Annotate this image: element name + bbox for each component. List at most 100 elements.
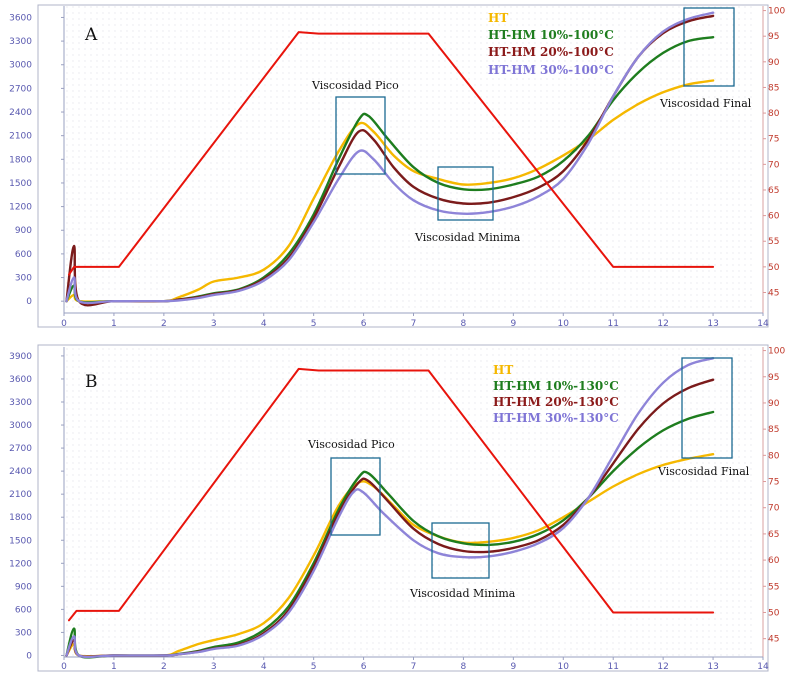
panel-a-ticks: 0 300 600 900 1200 1500 1 80 0 2100 2400 2700 3000 33… [9, 7, 785, 329]
panel-b-left-tick-label: 1200 [9, 559, 32, 569]
panel-a-x-tick-label: 1 [111, 319, 117, 329]
panel-b-left-tick-label: 2100 [9, 490, 32, 500]
panel-b-legend: HT HT-HM 10%-130°C HT-HM 20%-130°C HT-HM… [493, 363, 619, 425]
panel-b-min-box [431, 522, 490, 579]
panel-b-x-tick-label: 2 [161, 662, 167, 672]
panel-b-left-tick-label: 0 [26, 651, 32, 661]
panel-a: 0 300 600 900 1200 1500 1 80 0 2100 2400 2700 3000 33… [9, 4, 785, 329]
panel-a-left-tick-label: 2700 [9, 84, 32, 94]
panel-a-right-tick-label: 45 [768, 288, 779, 298]
panel-b-x-tick-label: 7 [411, 662, 417, 672]
panel-b-left-tick-label: 600 [15, 605, 32, 615]
panel-a-left-tick-label: 900 [15, 226, 32, 236]
panel-b-left-tick-label: 2700 [9, 444, 32, 454]
panel-a-x-tick-label: 14 [757, 319, 769, 329]
panel-a-left-tick-label: 300 [15, 274, 32, 284]
panel-b-right-tick-label: 90 [768, 399, 780, 409]
panel-b-plot-area [63, 347, 753, 657]
panel-b-x-tick-label: 11 [607, 662, 618, 672]
panel-a-legend-entry-3: HT-HM 20%-100°C [488, 45, 614, 59]
panel-a-x-tick-label: 12 [657, 319, 668, 329]
panel-b-legend-entry-1: HT [493, 363, 513, 377]
panel-a-legend-entry-2: HT-HM 10%-100°C [488, 28, 614, 42]
panel-a-series-temperature [68, 31, 715, 276]
panel-b-left-tick-label: 900 [15, 582, 32, 592]
panel-b-x-tick-label: 13 [707, 662, 718, 672]
panel-b-right-tick-label: 60 [768, 556, 780, 566]
panel-a-right-tick-label: 50 [768, 263, 780, 273]
panel-a-x-tick-label: 0 [61, 319, 67, 329]
panel-a-left-tick-label: 1500 [9, 179, 32, 189]
panel-a-right-tick-label: 65 [768, 186, 779, 196]
panel-b-x-tick-label: 4 [261, 662, 267, 672]
panel-a-x-tick-label: 5 [311, 319, 317, 329]
panel-a-right-tick-label: 55 [768, 237, 779, 247]
panel-a-series-ht-hm-30-100-c [65, 11, 715, 305]
panel-b-series-temperature [68, 367, 715, 622]
panel-a-final-label: Viscosidad Final [659, 97, 752, 110]
panel-a-x-tick-label: 8 [461, 319, 467, 329]
panel-b-legend-entry-2: HT-HM 10%-130°C [493, 379, 619, 393]
panel-a-letter: A [84, 25, 98, 45]
panel-b-right-tick-label: 75 [768, 478, 779, 488]
panel-a-legend-entry-1: HT [488, 11, 508, 25]
panel-a-min-label: Viscosidad Minima [414, 231, 521, 244]
panel-b-right-tick-label: 95 [768, 373, 779, 383]
panel-a-right-tick-label: 70 [768, 160, 780, 170]
panel-b-x-tick-label: 8 [461, 662, 467, 672]
panel-b-left-tick-label: 3600 [9, 375, 32, 385]
panel-b-peak-box [330, 457, 381, 536]
panel-a-x-tick-label: 13 [707, 319, 718, 329]
panel-a-left-tick-label: 3600 [9, 13, 32, 23]
panel-b-left-tick-label: 300 [15, 628, 32, 638]
panel-b-x-tick-label: 12 [657, 662, 668, 672]
panel-b-ticks: 0300600900120015001800210024002700300033… [9, 347, 785, 672]
panel-b-final-label: Viscosidad Final [657, 465, 750, 478]
panel-b-x-tick-label: 3 [211, 662, 217, 672]
panel-b-right-tick-label: 50 [768, 608, 780, 618]
panel-a-plot-area [63, 6, 753, 311]
panel-b-x-tick-label: 10 [558, 662, 570, 672]
panel-b-left-tick-label: 3000 [9, 421, 32, 431]
panel-b-left-tick-label: 2400 [9, 467, 32, 477]
panel-a-right-tick-label: 85 [768, 83, 779, 93]
panel-b-final-box [681, 357, 733, 459]
panel-a-min-box [437, 166, 494, 221]
panel-a-left-tick-label: 2400 [9, 108, 32, 118]
panel-a-x-tick-label: 4 [261, 319, 267, 329]
panel-b-right-tick-label: 45 [768, 635, 779, 645]
panel-b-series-ht-hm-30-130-c [65, 357, 715, 659]
panel-a-right-tick-label: 95 [768, 32, 779, 42]
panel-b-left-tick-label: 3300 [9, 398, 32, 408]
panel-a-left-tick-label: 1200 [9, 203, 32, 213]
panel-b-left-tick-label: 1500 [9, 536, 32, 546]
panel-a-right-tick-label: 80 [768, 109, 780, 119]
panel-a-peak-label: Viscosidad Pico [311, 79, 399, 92]
panel-a-right-tick-label: 60 [768, 212, 780, 222]
panel-b-x-tick-label: 5 [311, 662, 317, 672]
panel-a-x-tick-label: 2 [161, 319, 167, 329]
panel-b-x-tick-label: 0 [61, 662, 67, 672]
panel-a-x-tick-label: 6 [361, 319, 367, 329]
panel-b-right-tick-label: 65 [768, 530, 779, 540]
panel-b-legend-entry-3: HT-HM 20%-130°C [493, 395, 619, 409]
panel-b-right-tick-label: 55 [768, 582, 779, 592]
panel-b-x-tick-label: 9 [510, 662, 516, 672]
panel-a-right-tick-label: 75 [768, 135, 779, 145]
panel-b-left-tick-label: 1800 [9, 513, 32, 523]
panel-a-left-tick-label: 0 [26, 297, 32, 307]
panel-a-x-tick-label: 11 [607, 319, 618, 329]
panel-a-left-tick-label: 600 [15, 250, 32, 260]
panel-a-final-box [683, 7, 735, 87]
panel-a-left-tick-label: 3000 [9, 61, 32, 71]
panel-b-right-tick-label: 80 [768, 451, 780, 461]
panel-a-x-tick-label: 9 [510, 319, 516, 329]
panel-a-left-tick-label: 2100 [9, 132, 32, 142]
panel-a-peak-box [335, 96, 386, 175]
panel-b-right-tick-label: 70 [768, 504, 780, 514]
panel-a-x-tick-label: 7 [411, 319, 417, 329]
panel-b-legend-entry-4: HT-HM 30%-130°C [493, 411, 619, 425]
panel-b-series [65, 357, 715, 659]
panel-a-left-tick-label: 3300 [9, 37, 32, 47]
